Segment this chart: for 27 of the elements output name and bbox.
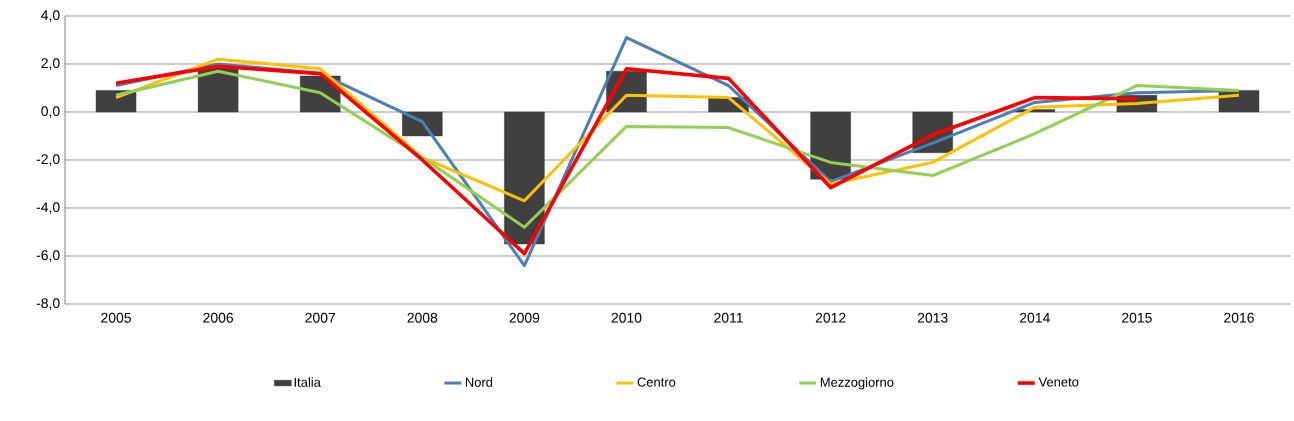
line-series: [114, 64, 1139, 256]
y-tick-label: -4,0: [36, 202, 60, 214]
y-tick-label: -6,0: [36, 250, 60, 262]
x-tick-label: 2015: [1122, 312, 1152, 323]
x-tick-label: 2008: [407, 312, 438, 323]
y-tick-label: 2,0: [41, 58, 60, 70]
x-tick-label: 2016: [1224, 312, 1254, 323]
x-tick-label: 2007: [305, 312, 336, 323]
x-tick-label: 2011: [714, 312, 743, 323]
bar: [95, 90, 137, 113]
legend-label: Centro: [637, 377, 676, 387]
y-tick-label: -2,0: [36, 154, 60, 166]
x-tick-label: 2005: [101, 312, 131, 323]
y-tick-label: 4,0: [41, 10, 60, 22]
x-tick-label: 2009: [509, 312, 540, 323]
x-tick-label: 2012: [815, 312, 846, 323]
legend-label: Mezzogiorno: [820, 377, 894, 390]
x-tick-label: 2010: [611, 312, 642, 323]
y-tick-label: 0,0: [41, 106, 60, 118]
y-tick-label: -8,0: [36, 298, 60, 310]
legend-label: Veneto: [1038, 377, 1079, 387]
x-tick-label: 2006: [203, 312, 234, 323]
line-series: [114, 69, 1241, 229]
legend-label: Italia: [294, 377, 321, 387]
x-tick-label: 2014: [1019, 312, 1050, 323]
x-tick-label: 2013: [917, 312, 948, 323]
legend-label: Nord: [465, 377, 493, 387]
